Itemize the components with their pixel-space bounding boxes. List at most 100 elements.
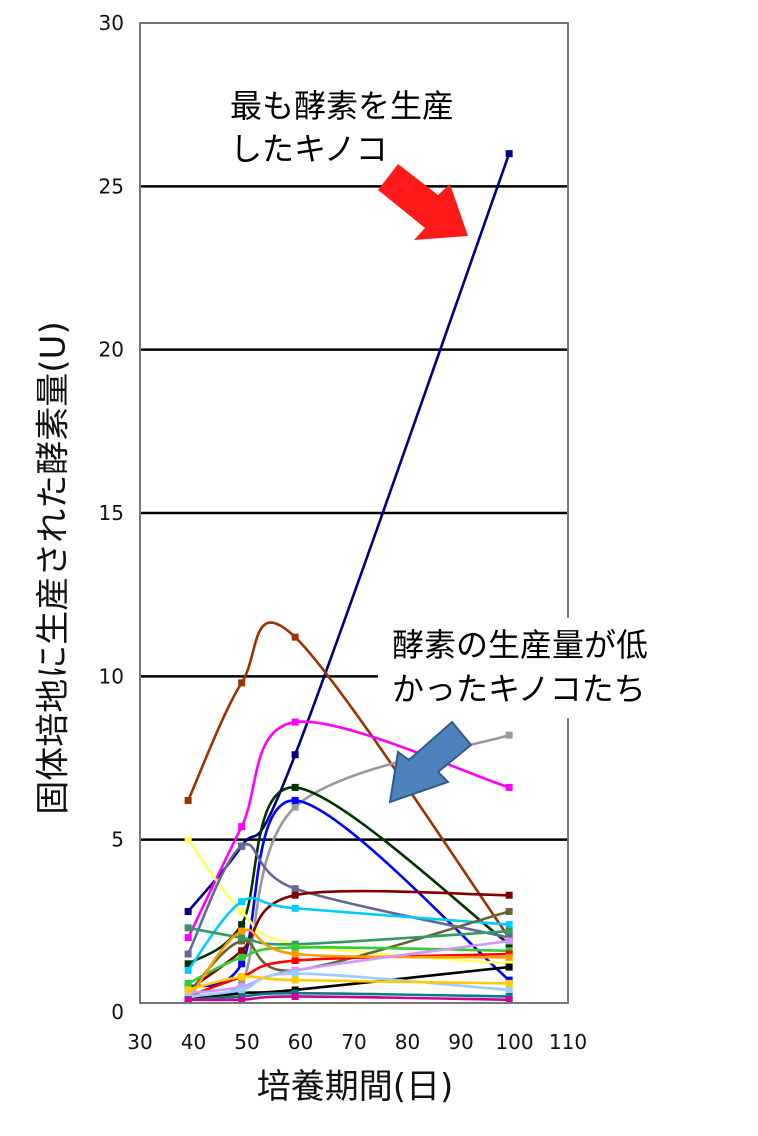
data-point [238, 934, 246, 942]
data-point [238, 953, 246, 961]
data-point [505, 908, 513, 916]
data-point [184, 796, 192, 804]
x-tick-labels: 30 40 50 60 70 80 90 100 110 [127, 1030, 587, 1054]
data-point [184, 986, 192, 994]
data-point [505, 996, 513, 1004]
y-tick-label: 25 [99, 174, 124, 198]
data-point [291, 796, 299, 804]
series-line [187, 952, 510, 998]
data-point [291, 976, 299, 984]
data-point [184, 966, 192, 974]
series-0 [184, 150, 513, 916]
y-tick-label: 20 [99, 338, 124, 362]
data-point [238, 823, 246, 831]
data-point [184, 908, 192, 916]
y-tick-label: 5 [111, 828, 124, 852]
series-line [187, 975, 510, 992]
series-line [186, 621, 511, 939]
plot-frame [139, 22, 569, 1004]
data-point [505, 150, 513, 158]
series-18 [184, 973, 513, 994]
data-point [505, 963, 513, 971]
data-point [291, 891, 299, 899]
annotation-top-line-2: したキノコ [230, 130, 388, 168]
blue-arrow-icon [388, 720, 473, 804]
data-point [505, 953, 513, 961]
x-tick-label: 50 [234, 1030, 259, 1054]
series-line [187, 972, 510, 998]
x-tick-label: 80 [395, 1030, 420, 1054]
series-4 [184, 783, 513, 968]
data-point [505, 937, 513, 945]
x-tick-label: 30 [127, 1030, 152, 1054]
data-point [291, 633, 299, 641]
data-point [184, 950, 192, 958]
data-point [291, 803, 299, 811]
series-line [187, 910, 510, 995]
series-line [188, 995, 510, 1002]
x-axis-title: 培養期間(日) [257, 1067, 454, 1107]
y-tick-label: 15 [99, 501, 124, 525]
annotation-bottom: 酵素の生産量が低 かったキノコたち [378, 618, 698, 804]
data-point [184, 924, 192, 932]
data-point [184, 996, 192, 1004]
series-9 [184, 896, 513, 974]
y-axis-title: 固体培地に生産された酵素量(U) [34, 321, 74, 814]
data-point [184, 960, 192, 968]
data-point [505, 731, 513, 739]
red-arrow-icon [378, 164, 468, 240]
data-point [291, 885, 299, 893]
data-point [238, 986, 246, 994]
x-tick-label: 100 [495, 1030, 533, 1054]
data-point [238, 960, 246, 968]
y-tick-labels: 0 5 10 15 20 25 30 [99, 11, 124, 1024]
data-point [184, 836, 192, 844]
series-line [187, 928, 510, 1001]
series-layer [184, 150, 513, 1004]
data-point [505, 783, 513, 791]
data-point [505, 921, 513, 929]
annotation-top-line-1: 最も酵素を生産 [230, 87, 454, 125]
data-point [238, 908, 246, 916]
y-tick-label: 10 [99, 664, 124, 688]
data-point [291, 904, 299, 912]
series-line [188, 991, 510, 1002]
data-point [291, 718, 299, 726]
data-point [238, 996, 246, 1004]
data-point [238, 973, 246, 981]
gridlines [140, 185, 568, 841]
data-point [238, 898, 246, 906]
data-point [184, 979, 192, 987]
data-point [291, 970, 299, 978]
x-tick-label: 40 [181, 1030, 206, 1054]
data-point [505, 891, 513, 899]
data-point [291, 783, 299, 791]
data-point [291, 751, 299, 759]
data-point [291, 957, 299, 965]
series-line [187, 153, 511, 913]
data-point [238, 921, 246, 929]
annotation-top: 最も酵素を生産 したキノコ [230, 87, 468, 240]
annotation-bottom-line-1: 酵素の生産量が低 [392, 626, 648, 664]
data-point [291, 992, 299, 1000]
data-point [505, 979, 513, 987]
y-tick-label: 0 [111, 1000, 124, 1024]
data-point [184, 934, 192, 942]
data-point [238, 947, 246, 955]
annotation-bottom-line-2: かったキノコたち [392, 670, 646, 708]
series-line [187, 896, 510, 972]
data-point [238, 842, 246, 850]
series-line [187, 965, 510, 1002]
data-point [291, 943, 299, 951]
data-point [291, 950, 299, 958]
x-tick-label: 90 [448, 1030, 473, 1054]
x-tick-label: 110 [549, 1030, 587, 1054]
y-tick-label: 30 [99, 11, 124, 35]
series-line [186, 843, 510, 955]
data-point [238, 927, 246, 935]
x-tick-label: 60 [288, 1030, 313, 1054]
data-point [505, 986, 513, 994]
series-line [187, 926, 510, 946]
data-point [238, 679, 246, 687]
